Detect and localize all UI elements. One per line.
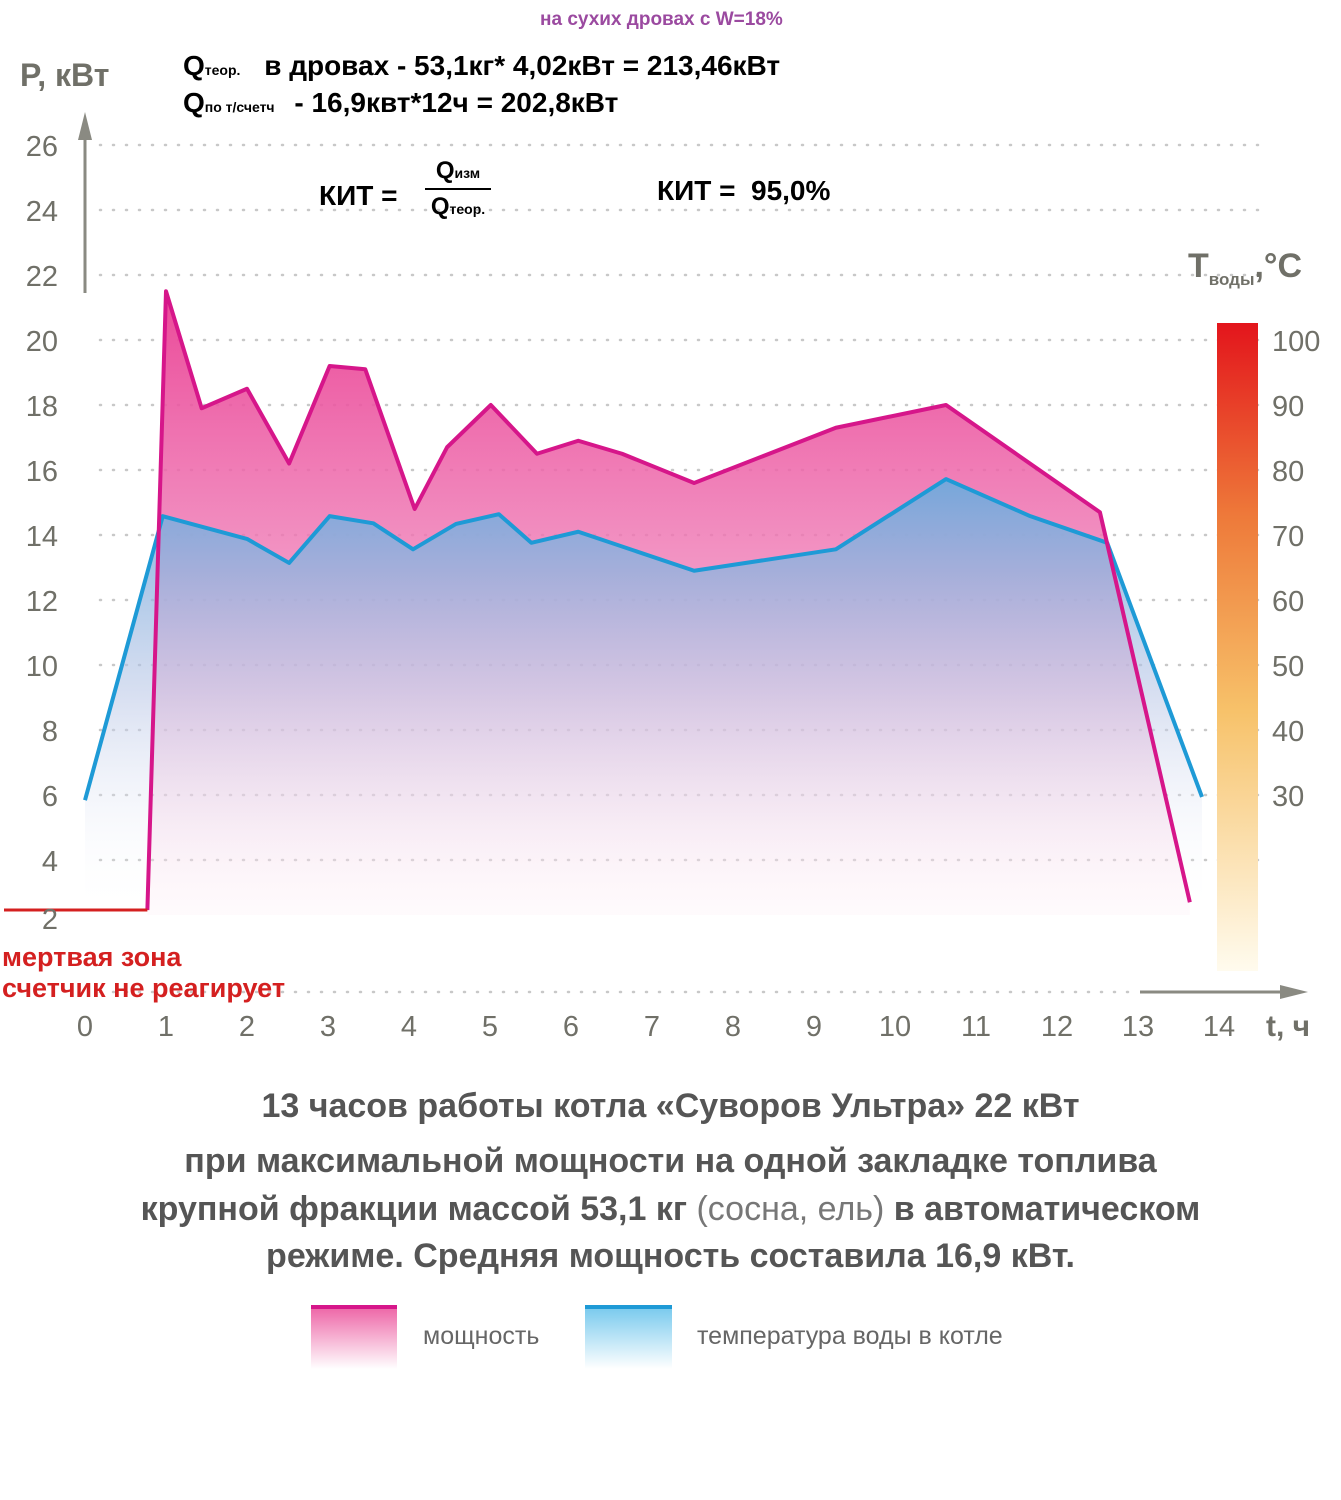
x-tick-label: 0 <box>77 1011 93 1043</box>
y-tick-label: 20 <box>26 326 58 358</box>
y-tick-label: 18 <box>26 391 58 423</box>
y-tick-label: 12 <box>26 586 58 618</box>
kit-denominator: Qтеор. <box>430 193 486 220</box>
grid-lines <box>98 143 1264 994</box>
y-tick-label: 4 <box>42 846 58 878</box>
q-symbol: Q <box>183 87 205 118</box>
caption-line-2: при максимальной мощности на одной закла… <box>184 1142 1157 1180</box>
y-tick-label: 2 <box>42 904 58 936</box>
q-meter-text: - 16,9квт*12ч = 202,8кВт <box>294 87 619 118</box>
caption-line-3: крупной фракции массой 53,1 кг (сосна, е… <box>140 1190 1201 1228</box>
y2-tick-label: 60 <box>1272 586 1304 618</box>
q-meter-formula: Qпо т/счетч - 16,9квт*12ч = 202,8кВт <box>183 87 618 119</box>
x-tick-label: 12 <box>1041 1011 1073 1043</box>
y2-tick-label: 100 <box>1272 326 1320 358</box>
x-tick-label: 9 <box>806 1011 822 1043</box>
x-tick-label: 2 <box>239 1011 255 1043</box>
axes <box>78 112 1308 999</box>
series-lines <box>4 289 1204 912</box>
q-theoretical-formula: Qтеор. в дровах - 53,1кг* 4,02кВт = 213,… <box>183 50 780 82</box>
series-areas <box>85 291 1202 915</box>
y2-tick-label: 80 <box>1272 456 1304 488</box>
caption-line-4: режиме. Средняя мощность составила 16,9 … <box>266 1237 1075 1275</box>
y-tick-label: 16 <box>26 456 58 488</box>
x-tick-label: 8 <box>725 1011 741 1043</box>
y2-tick-label: 70 <box>1272 521 1304 553</box>
x-tick-label: 5 <box>482 1011 498 1043</box>
kit-numerator: Qизм <box>425 157 491 190</box>
caption-line-1: 13 часов работы котла «Суворов Ультра» 2… <box>261 1087 1080 1125</box>
y2-tick-label: 50 <box>1272 651 1304 683</box>
legend-label-power: мощность <box>423 1322 540 1350</box>
x-tick-label: 6 <box>563 1011 579 1043</box>
q-subscript: по т/счетч <box>204 99 275 115</box>
kit-label: КИТ = <box>319 180 398 211</box>
x-tick-label: 13 <box>1122 1011 1154 1043</box>
x-tick-label: 14 <box>1203 1011 1235 1043</box>
y2-tick-label: 40 <box>1272 716 1304 748</box>
chart-svg: 2468101214161820222426304050607080901000… <box>4 57 1321 1043</box>
y-axis-arrowhead <box>78 112 92 140</box>
x-tick-label: 3 <box>320 1011 336 1043</box>
x-tick-label: 1 <box>158 1011 174 1043</box>
q-symbol: Q <box>183 50 205 81</box>
x-axis-arrowhead <box>1280 985 1308 999</box>
y-tick-label: 6 <box>42 781 58 813</box>
kit-fraction: Qизм Qтеор. <box>425 157 491 221</box>
y-tick-label: 14 <box>26 521 58 553</box>
y2-tick-label: 30 <box>1272 781 1304 813</box>
y2-tick-label: 90 <box>1272 391 1304 423</box>
y-axis-label: P, кВт <box>20 57 109 93</box>
tick-labels: 2468101214161820222426304050607080901000… <box>26 131 1321 1043</box>
legend-swatch-power <box>311 1305 397 1369</box>
x-tick-label: 11 <box>961 1011 991 1043</box>
power-line <box>145 289 1192 911</box>
y2-axis-label: Tводы,°C <box>1188 247 1302 289</box>
y-tick-label: 8 <box>42 716 58 748</box>
legend-label-temp: температура воды в котле <box>697 1322 1003 1350</box>
fuel-note: на сухих дровах с W=18% <box>540 9 783 30</box>
y-tick-label: 26 <box>26 131 58 163</box>
dead-zone-label-1: мертвая зона <box>2 942 182 972</box>
dead-zone-label-2: счетчик не реагирует <box>2 973 286 1003</box>
y-tick-label: 24 <box>26 196 58 228</box>
q-subscript: теор. <box>204 62 241 78</box>
x-tick-label: 4 <box>401 1011 417 1043</box>
q-theor-text: в дровах - 53,1кг* 4,02кВт = 213,46кВт <box>264 50 781 81</box>
x-axis-label: t, ч <box>1266 1010 1310 1043</box>
x-tick-label: 10 <box>879 1011 911 1043</box>
temperature-area <box>85 479 1202 915</box>
y-tick-label: 22 <box>26 261 58 293</box>
kit-result: КИТ = 95,0% <box>657 175 831 206</box>
temperature-colorbar <box>1217 323 1258 971</box>
y-tick-label: 10 <box>26 651 58 683</box>
legend-swatch-temp <box>585 1305 672 1369</box>
x-tick-label: 7 <box>644 1011 660 1043</box>
